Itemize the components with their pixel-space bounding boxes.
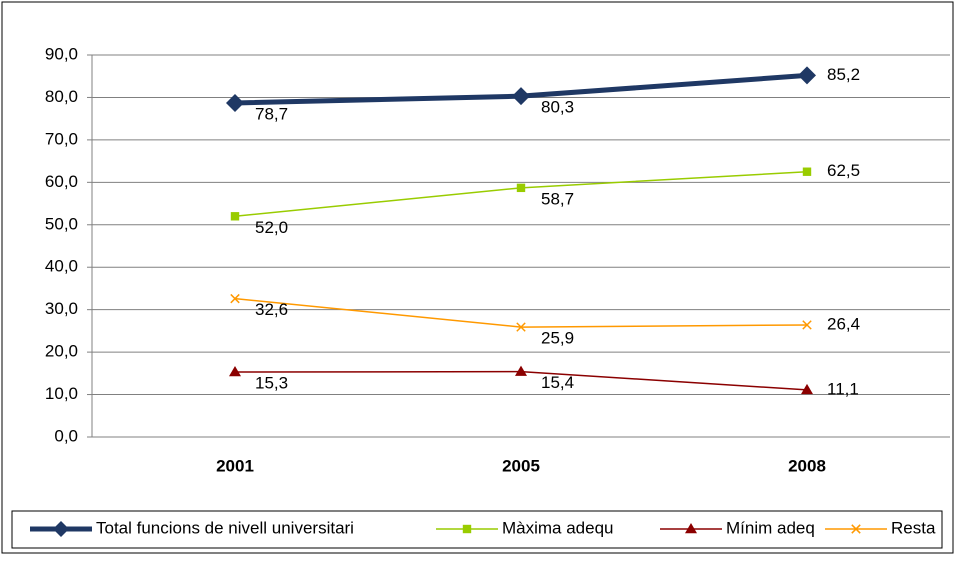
data-label: 80,3 — [541, 98, 574, 117]
marker — [801, 383, 813, 395]
marker — [851, 524, 861, 534]
x-tick-label: 2001 — [216, 456, 254, 475]
marker — [462, 524, 472, 534]
x-tick-label: 2008 — [788, 456, 826, 475]
marker — [802, 167, 812, 176]
legend-label: Mínim adeq — [726, 518, 815, 537]
y-tick-label: 80,0 — [45, 87, 78, 106]
marker — [226, 93, 244, 112]
marker — [516, 183, 526, 193]
data-label: 52,0 — [255, 218, 288, 237]
legend-label: Resta — [891, 518, 936, 537]
marker — [230, 212, 240, 221]
marker — [229, 366, 241, 377]
y-tick-label: 90,0 — [45, 44, 78, 63]
legend-label: Màxima adequ — [502, 518, 614, 537]
y-tick-label: 10,0 — [45, 384, 78, 403]
legend-label: Total funcions de nivell universitari — [96, 518, 354, 537]
data-label: 78,7 — [255, 104, 288, 123]
marker — [685, 523, 697, 534]
marker — [512, 87, 530, 106]
y-tick-label: 40,0 — [45, 257, 78, 276]
marker — [516, 322, 526, 332]
data-label: 11,1 — [827, 379, 859, 398]
marker — [515, 365, 527, 376]
data-label: 62,5 — [827, 161, 860, 180]
marker — [798, 66, 816, 85]
data-label: 15,4 — [541, 373, 574, 392]
y-tick-label: 30,0 — [45, 299, 78, 318]
y-tick-label: 20,0 — [45, 342, 78, 361]
marker — [230, 293, 240, 304]
y-tick-label: 0,0 — [54, 426, 78, 445]
y-tick-label: 60,0 — [45, 172, 78, 191]
data-label: 32,6 — [255, 300, 288, 319]
y-tick-label: 70,0 — [45, 129, 78, 148]
data-label: 15,3 — [255, 374, 288, 393]
marker — [53, 521, 69, 537]
data-label: 58,7 — [541, 189, 574, 208]
data-label: 25,9 — [541, 329, 574, 348]
x-tick-label: 2005 — [502, 456, 540, 475]
data-label: 85,2 — [827, 65, 860, 84]
y-tick-label: 50,0 — [45, 214, 78, 233]
data-label: 26,4 — [827, 314, 860, 333]
marker — [802, 320, 812, 330]
